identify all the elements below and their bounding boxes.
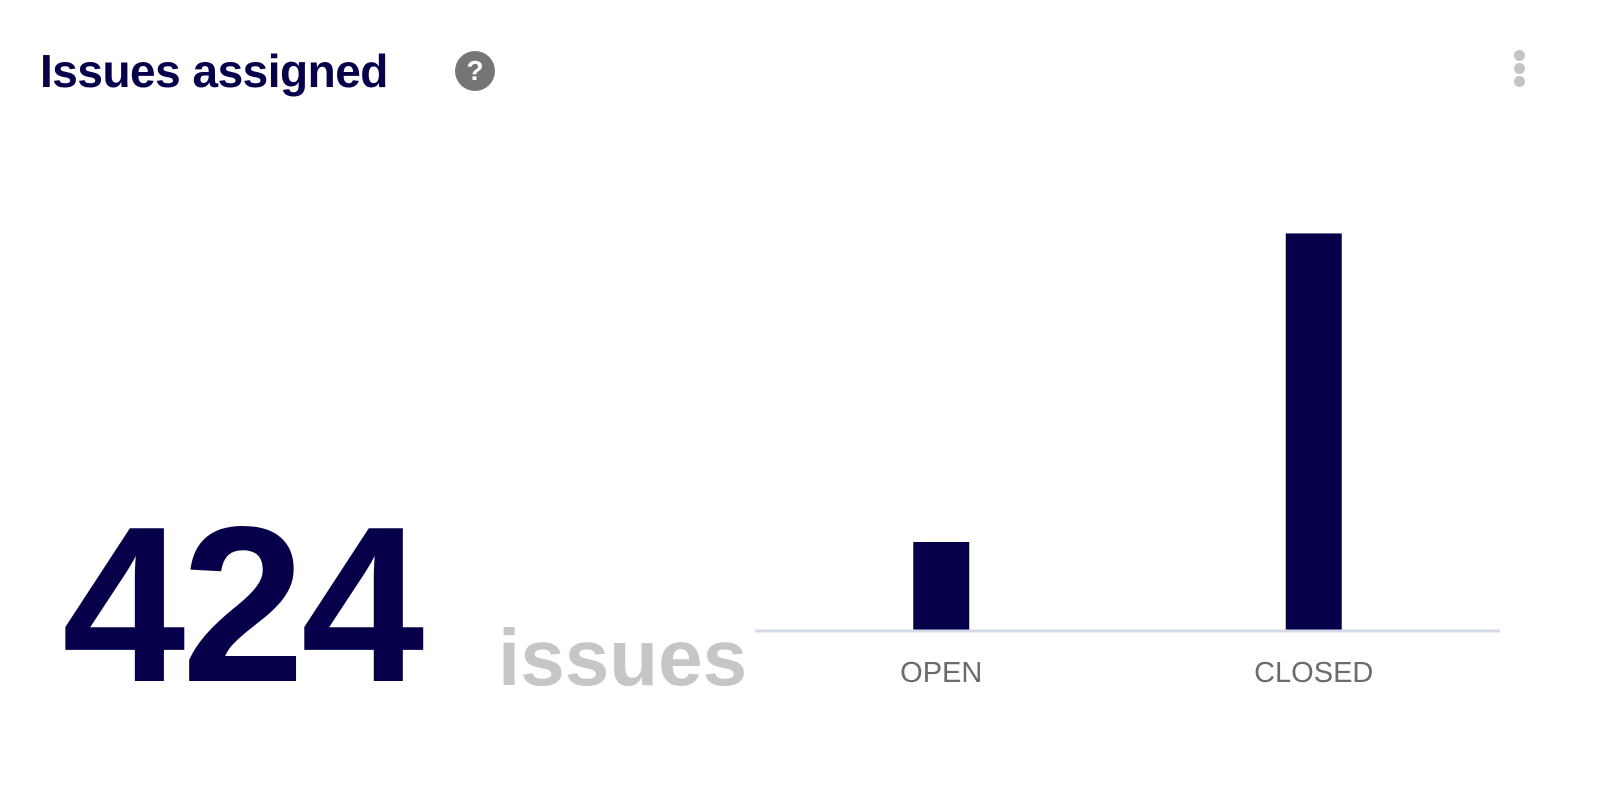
total-unit: issues: [498, 613, 748, 702]
widget-title: Issues assigned: [40, 45, 388, 97]
kebab-menu-icon[interactable]: [1514, 50, 1526, 89]
x-tick-label: CLOSED: [1254, 657, 1373, 689]
bar-closed[interactable]: [1285, 233, 1342, 630]
question-circle-icon[interactable]: ?: [455, 51, 495, 91]
bar-open[interactable]: [913, 542, 970, 630]
x-tick-label: OPEN: [900, 657, 982, 689]
total-count: 424: [62, 481, 424, 729]
